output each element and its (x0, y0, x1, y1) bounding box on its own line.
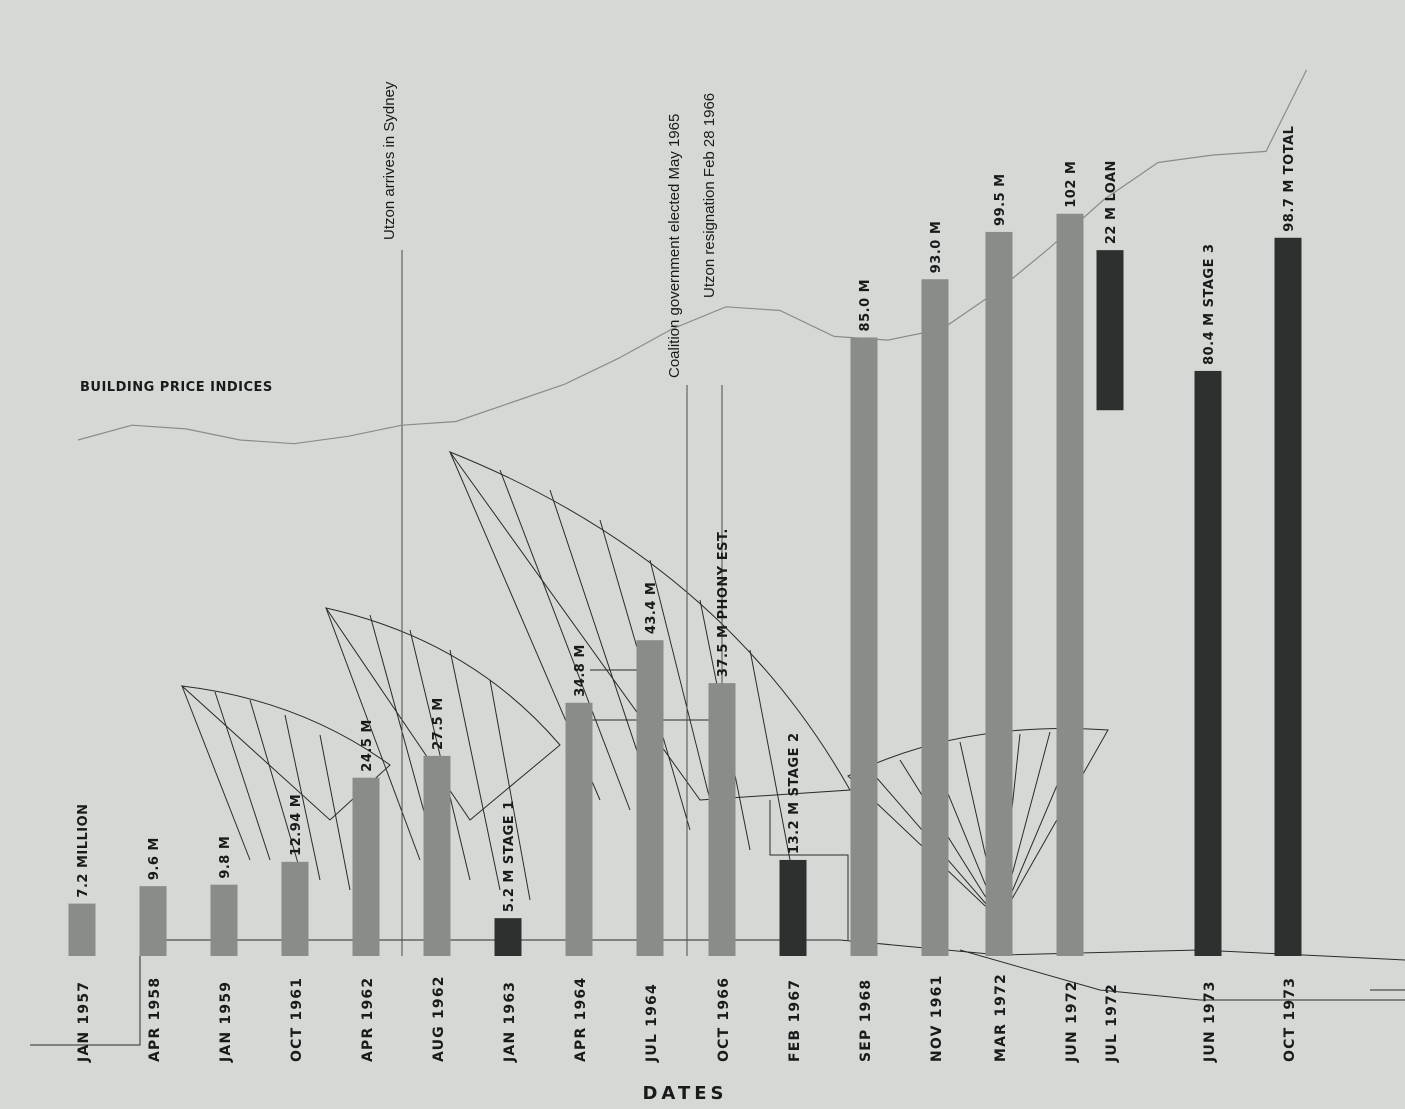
bar-0 (68, 903, 96, 956)
bar-value-label: 99.5 M (993, 173, 1008, 226)
bar-value-label: 98.7 M TOTAL (1282, 126, 1297, 232)
bar-value-label: 102 M (1064, 161, 1079, 208)
date-label: MAR 1972 (993, 973, 1009, 1062)
bar-value-label: 85.0 M (858, 279, 873, 332)
bar-value-label: 37.5 M PHONY EST. (716, 528, 731, 677)
annotation-label: Utzon arrives in Sydney (381, 81, 398, 240)
bar-value-label: 80.4 M STAGE 3 (1202, 243, 1217, 364)
bar-value-label: 43.4 M (644, 582, 659, 635)
date-label: AUG 1962 (431, 975, 447, 1062)
bars (68, 213, 1302, 956)
annotation-lines: Utzon arrives in Sydney Coalition governm… (381, 81, 723, 956)
x-axis-title: DATES (642, 1083, 727, 1104)
date-label: SEP 1968 (858, 979, 874, 1062)
bar-value-label: 9.8 M (218, 836, 233, 879)
annotation-label: Coalition government elected May 1965 (666, 114, 683, 378)
bar-9 (708, 683, 736, 956)
bar-5 (423, 755, 451, 956)
bar-7 (565, 702, 593, 956)
date-label: JAN 1957 (76, 981, 92, 1063)
bar-value-label: 13.2 M STAGE 2 (787, 732, 802, 853)
date-label: OCT 1966 (716, 977, 732, 1062)
bar-value-label: 24.5 M (360, 719, 375, 772)
date-label: FEB 1967 (787, 979, 803, 1062)
price-index-line (77, 69, 1308, 445)
bar-value-label: 22 M LOAN (1104, 160, 1119, 244)
date-labels: JAN 1957 APR 1958 JAN 1959 OCT 1961 APR 1962… (76, 973, 1298, 1063)
bar-value-label: 12.94 M (289, 794, 304, 856)
bar-10 (779, 859, 807, 956)
date-label: APR 1964 (573, 977, 589, 1062)
date-label: NOV 1961 (929, 974, 945, 1062)
date-label: JUL 1972 (1104, 983, 1120, 1063)
date-label: JAN 1963 (502, 981, 518, 1063)
bar-13 (985, 231, 1013, 956)
bar-value-label: 34.8 M (573, 644, 588, 697)
bar-value-label: 9.6 M (147, 837, 162, 880)
bar-2 (210, 884, 238, 956)
date-label: APR 1958 (147, 977, 163, 1062)
bar-4 (352, 777, 380, 956)
annotation-label: Utzon resignation Feb 28 1966 (701, 93, 718, 298)
bar-12 (921, 279, 949, 956)
date-label: JUL 1964 (644, 983, 660, 1063)
bar-8 (636, 640, 664, 956)
bar-value-label: 5.2 M STAGE 1 (502, 800, 517, 912)
date-label: JAN 1959 (218, 981, 234, 1063)
bar-value-label: 27.5 M (431, 697, 446, 750)
bar-16 (1194, 370, 1222, 956)
bar-value-label: 7.2 MILLION (76, 803, 91, 897)
bar-17 (1274, 237, 1302, 956)
date-label: APR 1962 (360, 977, 376, 1062)
bar-value-labels: 7.2 MILLION 9.6 M 9.8 M 12.94 M 24.5 M 27.5 M… (76, 126, 1297, 913)
bar-1 (139, 886, 167, 956)
date-label: OCT 1961 (289, 977, 305, 1062)
bar-15 (1096, 250, 1124, 411)
bar-value-label: 93.0 M (929, 221, 944, 274)
bar-3 (281, 861, 309, 956)
date-label: JUN 1972 (1064, 980, 1080, 1063)
date-label: OCT 1973 (1282, 977, 1298, 1062)
bar-11 (850, 337, 878, 956)
bar-6 (494, 918, 522, 956)
bar-14 (1056, 213, 1084, 956)
date-label: JUN 1973 (1202, 980, 1218, 1063)
price-index-label: BUILDING PRICE INDICES (80, 380, 273, 395)
